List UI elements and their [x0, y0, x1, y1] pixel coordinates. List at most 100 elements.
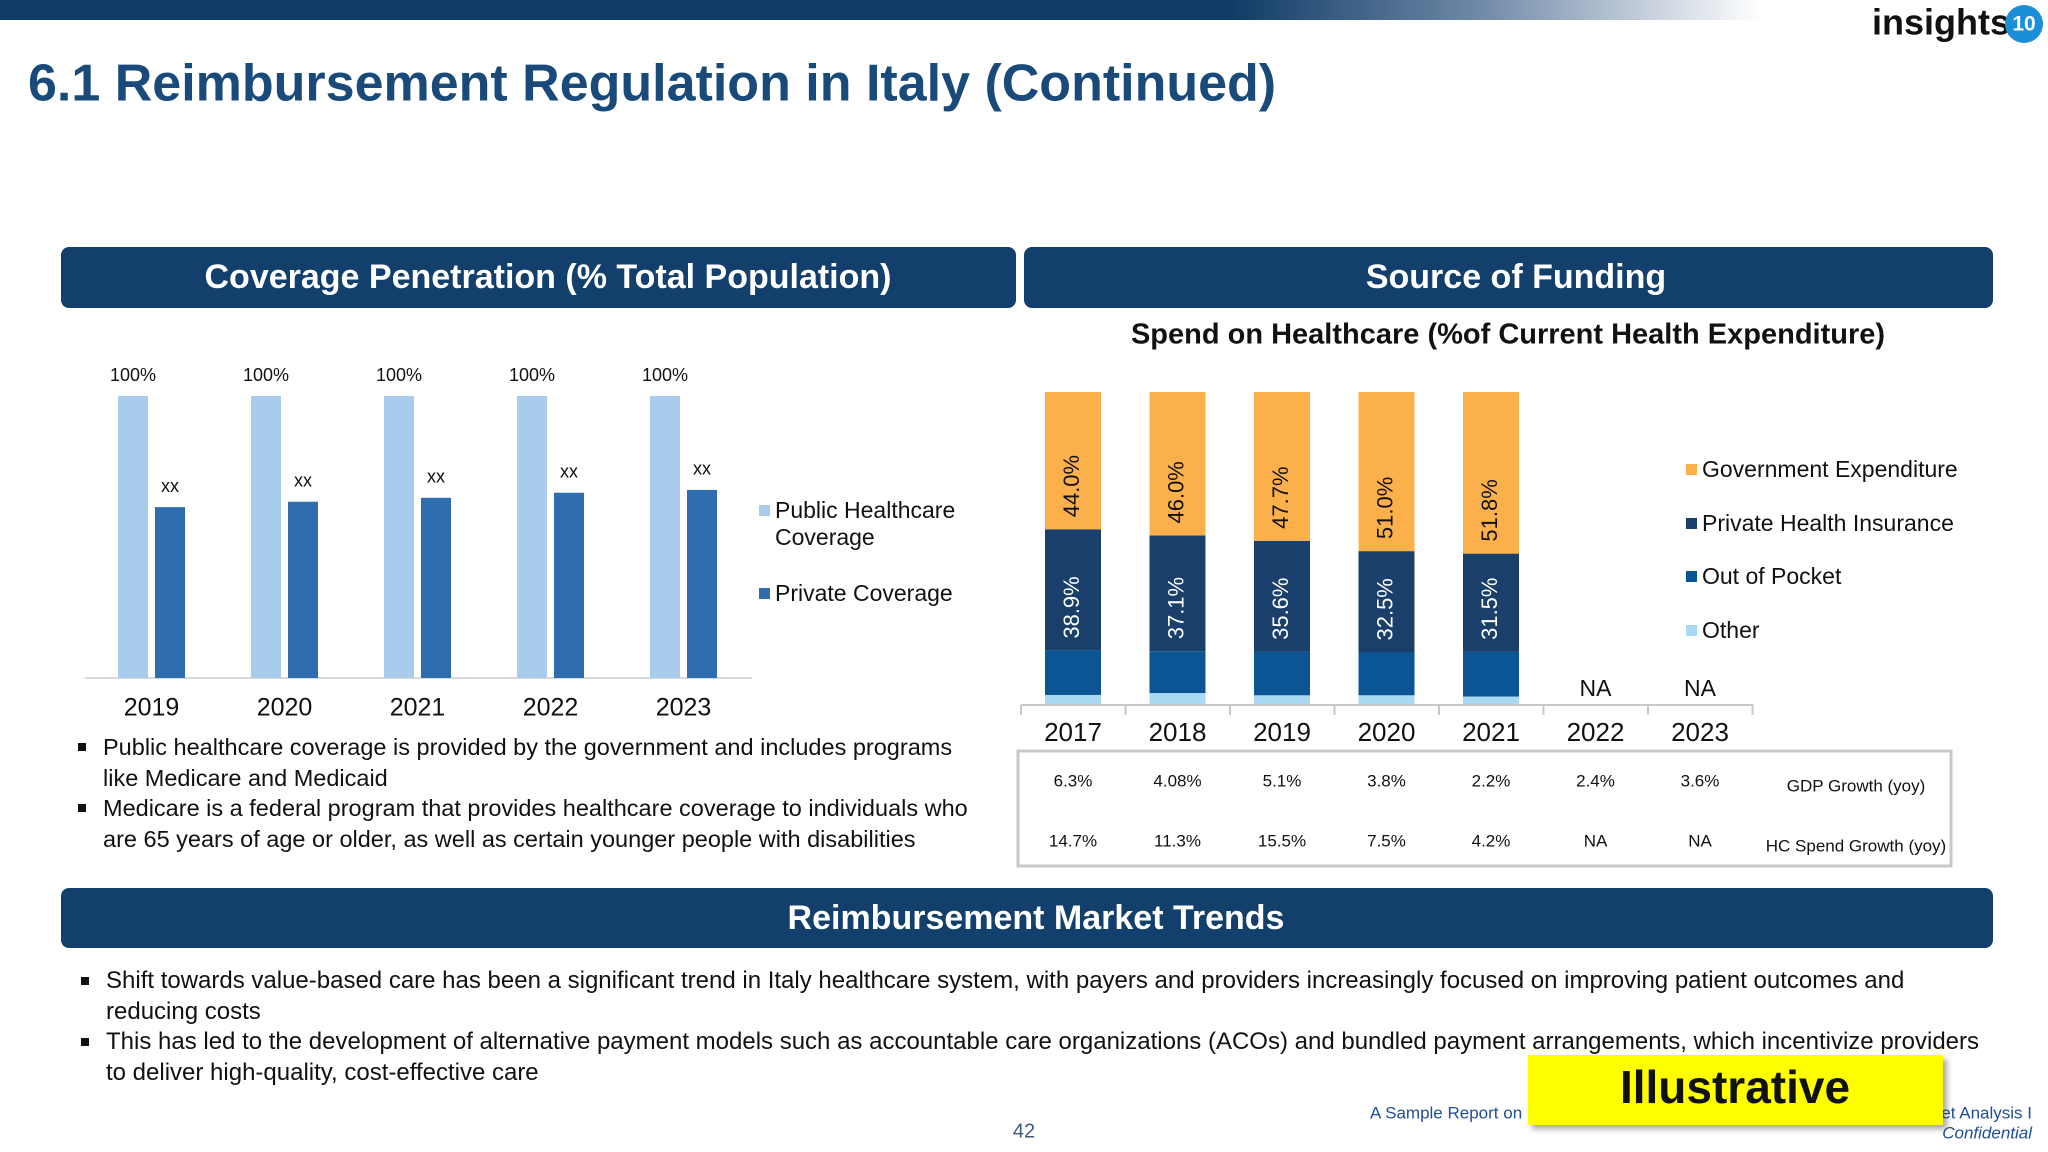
table-row-label: HC Spend Growth (yoy): [1766, 836, 1946, 855]
legend-item: Other: [1686, 617, 1760, 644]
legend-item: Private Health Insurance: [1686, 510, 1954, 537]
legend-item: Private Coverage: [759, 580, 975, 607]
value-label: 38.9%: [1059, 576, 1084, 638]
bullet-item: Public healthcare coverage is provided b…: [78, 732, 991, 793]
value-label: 47.7%: [1268, 466, 1293, 528]
bar-segment: [1149, 535, 1206, 652]
table-cell: NA: [1584, 831, 1608, 850]
bar-segment: [1463, 651, 1519, 697]
table-border: [1016, 749, 1953, 868]
x-tick-label: 2022: [1567, 717, 1625, 747]
table-cell: 15.5%: [1258, 831, 1306, 850]
bar-segment: [1358, 551, 1415, 653]
stamp: Illustrative: [1620, 1061, 1850, 1113]
value-label: 100%: [642, 365, 688, 385]
bar-segment: [1358, 392, 1415, 552]
section-title: Source of Funding: [1366, 258, 1666, 296]
value-label: NA: [1580, 675, 1613, 701]
x-tick-label: 2017: [1044, 717, 1102, 747]
bar-segment: [1463, 696, 1519, 704]
x-tick-label: 2019: [124, 694, 180, 722]
bar-segment: [1254, 695, 1310, 704]
legend-swatch: [1686, 625, 1697, 636]
trend-notes: Shift towards value-based care has been …: [81, 966, 1986, 1089]
value-label: NA: [1684, 675, 1717, 701]
legend-swatch: [1686, 571, 1697, 582]
bar: [288, 501, 318, 678]
bar-segment: [1358, 652, 1415, 696]
x-tick-label: 2020: [257, 694, 313, 722]
bar: [421, 497, 451, 678]
legend-swatch: [759, 588, 770, 599]
legend-swatch: [1686, 464, 1697, 475]
value-label: xx: [693, 459, 711, 479]
value-label: xx: [161, 476, 179, 496]
legend-swatch: [1686, 518, 1697, 529]
legend-item: Government Expenditure: [1686, 456, 1958, 483]
x-tick-label: 2018: [1149, 717, 1207, 747]
top-band: [0, 0, 2048, 20]
legend-label: Private Health Insurance: [1702, 510, 1954, 536]
legend-item: Out of Pocket: [1686, 563, 1841, 590]
x-tick-label: 2022: [523, 694, 579, 722]
bar-segment: [1045, 529, 1101, 651]
value-label: 100%: [376, 365, 422, 385]
section-header: [61, 888, 1993, 948]
table-cell: 3.6%: [1681, 771, 1720, 790]
value-label: xx: [427, 467, 445, 487]
coverage-notes: Public healthcare coverage is provided b…: [78, 732, 991, 854]
footer-confidential: Confidential: [1942, 1123, 2033, 1142]
bullet-item: Medicare is a federal program that provi…: [78, 793, 991, 854]
section-title: Coverage Penetration (% Total Population…: [205, 258, 892, 296]
bar-segment: [1254, 392, 1310, 541]
legend-swatch: [759, 505, 770, 516]
chart-title: Spend on Healthcare (%of Current Health …: [1131, 319, 1885, 351]
bar-segment: [1358, 695, 1415, 704]
table-cell: 2.4%: [1576, 771, 1615, 790]
value-label: 31.5%: [1477, 578, 1502, 640]
value-label: 100%: [243, 365, 289, 385]
bar: [650, 396, 680, 678]
value-label: 32.5%: [1372, 578, 1397, 640]
logo-badge: 10: [2012, 13, 2035, 36]
bar-segment: [1463, 392, 1519, 554]
bar-segment: [1149, 392, 1206, 536]
footer-source: A Sample Report on: [1370, 1103, 1522, 1122]
table-cell: 2.2%: [1472, 771, 1511, 790]
table-row-label: GDP Growth (yoy): [1787, 776, 1926, 795]
bar: [687, 489, 717, 678]
page-title: 6.1 Reimbursement Regulation in Italy (C…: [28, 55, 1276, 113]
bar: [155, 507, 185, 678]
logo: insights: [1872, 2, 2010, 43]
x-tick-label: 2019: [1253, 717, 1311, 747]
x-tick-label: 2023: [656, 694, 712, 722]
legend-label: Government Expenditure: [1702, 456, 1958, 482]
table-cell: 4.08%: [1153, 771, 1201, 790]
x-tick-label: 2020: [1358, 717, 1416, 747]
x-tick-label: 2021: [390, 694, 446, 722]
bar-segment: [1149, 693, 1206, 704]
bar: [251, 396, 281, 678]
bar-segment: [1149, 651, 1206, 694]
bullet-item: Shift towards value-based care has been …: [81, 966, 1986, 1027]
table-cell: 7.5%: [1367, 831, 1406, 850]
bar-segment: [1045, 650, 1101, 695]
bar-segment: [1254, 540, 1310, 652]
table-cell: 14.7%: [1049, 831, 1097, 850]
table-cell: 4.2%: [1472, 831, 1511, 850]
bar: [517, 396, 547, 678]
value-label: 100%: [509, 365, 555, 385]
value-label: 46.0%: [1163, 461, 1188, 523]
value-label: xx: [560, 461, 578, 481]
bullet-item: This has led to the development of alter…: [81, 1027, 1986, 1088]
section-title: Reimbursement Market Trends: [788, 899, 1285, 937]
logo-badge-circle: [2005, 5, 2043, 43]
value-label: 35.6%: [1268, 578, 1293, 640]
table-cell: 6.3%: [1054, 771, 1093, 790]
bar-segment: [1045, 694, 1101, 704]
bar-segment: [1463, 553, 1519, 652]
x-tick-label: 2023: [1671, 717, 1729, 747]
bar: [384, 396, 414, 678]
